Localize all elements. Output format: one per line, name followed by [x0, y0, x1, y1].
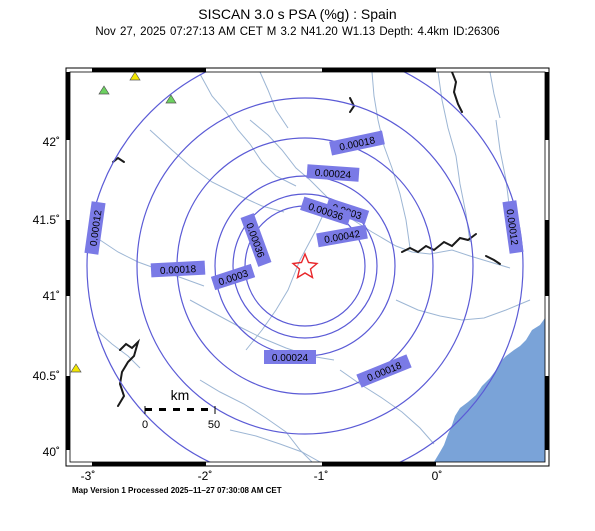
- contour-0.00036: [232, 193, 378, 339]
- contour-label: 0.00012: [89, 209, 105, 247]
- station-triangle-icon[interactable]: [70, 363, 82, 373]
- scale-end: 50: [208, 419, 220, 431]
- contour-label: 0.00012: [504, 209, 520, 247]
- contour-labels: 0.00018 0.00024 0.0003 0.00036 0.00042 0…: [84, 130, 524, 388]
- epicenter-star-icon[interactable]: [291, 252, 319, 279]
- contour-label: 0.00018: [160, 264, 197, 277]
- lat-tick: 42˚: [43, 135, 60, 149]
- scale-start: 0: [142, 419, 148, 431]
- lon-tick: -2˚: [198, 469, 213, 483]
- station-triangle-icon[interactable]: [165, 94, 177, 104]
- map-title: SISCAN 3.0 s PSA (%g) : Spain: [198, 6, 397, 22]
- lat-axis: 42˚ 41.5˚ 41˚ 40.5˚ 40˚: [33, 135, 60, 459]
- contour-0.00018: [136, 97, 474, 435]
- lat-tick: 41˚: [43, 289, 60, 303]
- contour-0.00012: [86, 72, 524, 462]
- map-frame: [65, 67, 550, 467]
- contour-label: 0.00024: [314, 168, 351, 182]
- lon-tick: -1˚: [314, 469, 329, 483]
- reservoirs: [112, 72, 501, 407]
- lat-tick: 40.5˚: [33, 369, 60, 383]
- contour-label: 0.00024: [272, 353, 309, 364]
- lat-tick: 40˚: [43, 445, 60, 459]
- map-version-footer: Map Version 1 Processed 2025–11–27 07:30…: [72, 486, 282, 495]
- lon-tick: 0˚: [432, 469, 443, 483]
- map-background: [70, 72, 545, 462]
- station-triangle-icon[interactable]: [98, 85, 110, 95]
- lat-tick: 41.5˚: [33, 213, 60, 227]
- lon-tick: -3˚: [81, 469, 96, 483]
- event-info: Nov 27, 2025 07:27:13 AM CET M 3.2 N41.2…: [95, 26, 500, 38]
- scale-bar: km 0 50: [142, 387, 220, 431]
- lon-axis: -3˚ -2˚ -1˚ 0˚: [81, 469, 443, 483]
- scale-unit: km: [171, 387, 190, 403]
- sea: [434, 318, 545, 462]
- station-triangle-icon[interactable]: [129, 72, 141, 81]
